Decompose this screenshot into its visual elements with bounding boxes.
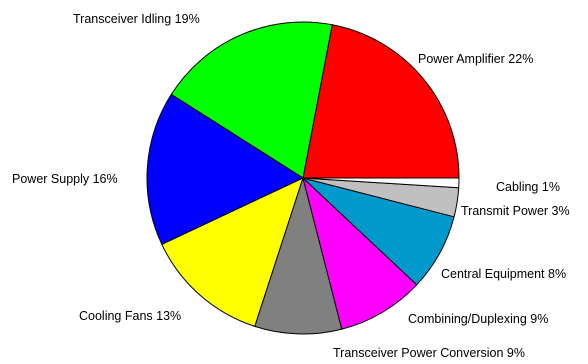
- label-transceiver-power-conversion: Transceiver Power Conversion 9%: [333, 346, 525, 360]
- label-transceiver-idling: Transceiver Idling 19%: [73, 12, 200, 26]
- slice-cabling: [302, 177, 460, 189]
- slice-power-supply: [146, 93, 304, 245]
- label-power-amplifier: Power Amplifier 22%: [418, 52, 533, 66]
- label-transmit-power: Transmit Power 3%: [461, 204, 570, 218]
- slice-cooling-fans: [161, 177, 304, 327]
- slice-power-amplifier: [302, 24, 460, 179]
- pie-labels: Power Amplifier 22% Transceiver Idling 1…: [12, 12, 570, 360]
- label-combining-duplexing: Combining/Duplexing 9%: [408, 312, 548, 326]
- label-central-equipment: Central Equipment 8%: [441, 267, 566, 281]
- pie-slices: [146, 21, 460, 335]
- slice-transceiver-power-conversion: [254, 177, 343, 335]
- slice-transceiver-idling: [170, 21, 333, 179]
- label-cooling-fans: Cooling Fans 13%: [79, 309, 181, 323]
- slice-combining-duplexing: [302, 177, 418, 330]
- label-power-supply: Power Supply 16%: [12, 172, 118, 186]
- label-cabling: Cabling 1%: [496, 180, 560, 194]
